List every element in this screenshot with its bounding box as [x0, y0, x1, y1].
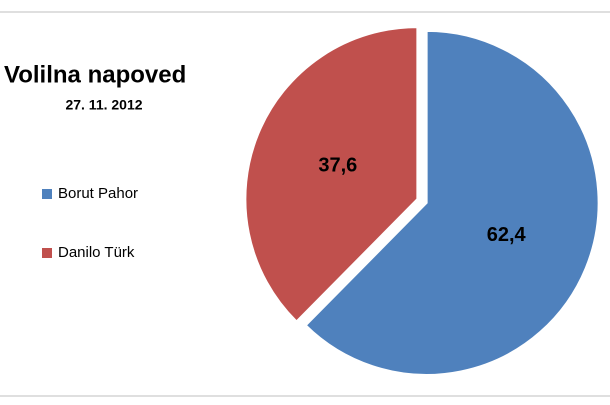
data-label: 62,4	[487, 224, 527, 246]
data-label: 37,6	[318, 155, 357, 177]
pie-slice	[244, 26, 419, 323]
chart-subtitle: 27. 11. 2012	[65, 97, 142, 113]
legend-swatch	[42, 189, 52, 199]
pie: 62,4 37,6	[244, 26, 600, 376]
legend-label: Danilo Türk	[58, 244, 135, 261]
pie-slice	[304, 29, 600, 376]
legend-swatch	[42, 248, 52, 258]
legend: Borut Pahor Danilo Türk	[42, 185, 138, 261]
chart-title: Volilna napoved	[4, 61, 186, 88]
legend-label: Borut Pahor	[58, 185, 138, 202]
